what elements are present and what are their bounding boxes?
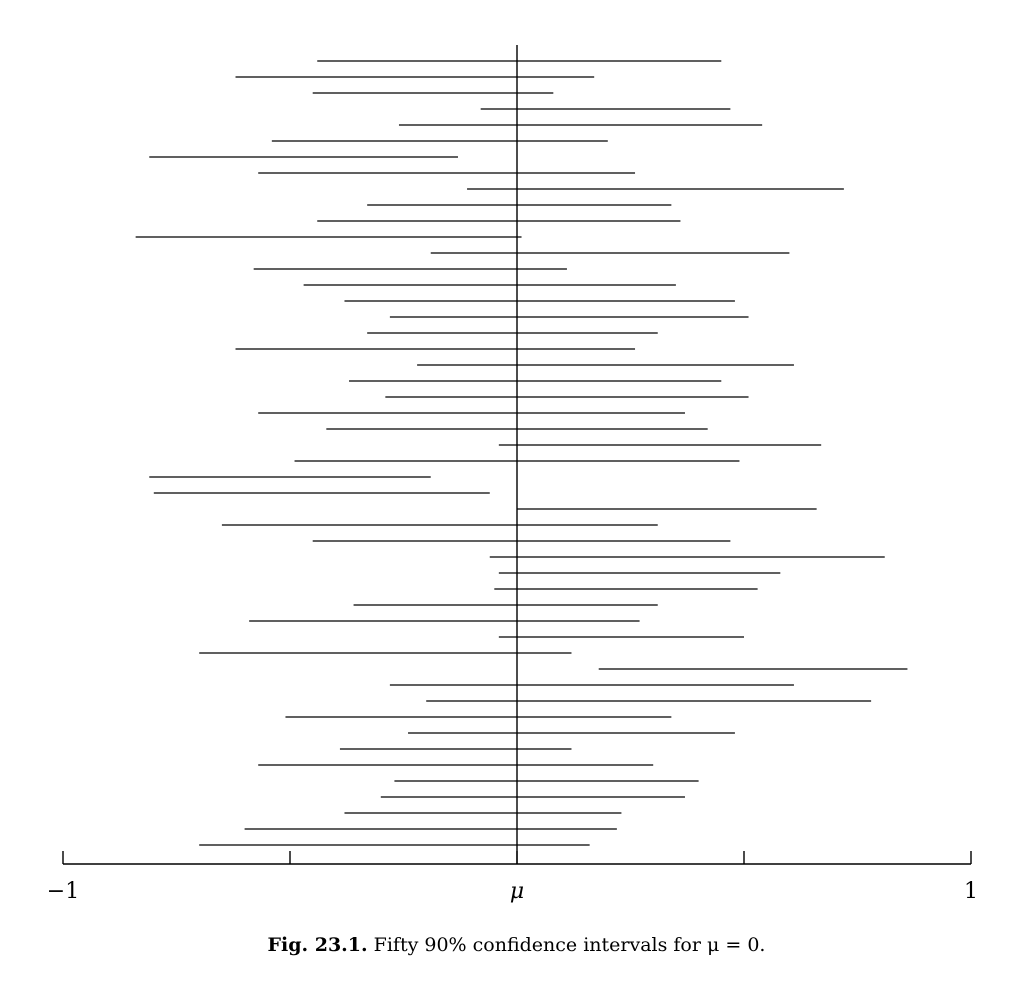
caption-label: Fig. 23.1. <box>267 934 368 956</box>
x-tick-label: μ <box>510 879 524 904</box>
figure-caption: Fig. 23.1. Fifty 90% confidence interval… <box>0 934 1018 956</box>
x-tick-label: −1 <box>47 879 79 904</box>
intervals-layer <box>135 60 908 846</box>
caption-text: Fifty 90% confidence intervals for μ = 0… <box>373 934 766 956</box>
x-axis-ticks: −1 μ 1 <box>47 851 978 904</box>
x-tick-label: 1 <box>964 879 978 904</box>
